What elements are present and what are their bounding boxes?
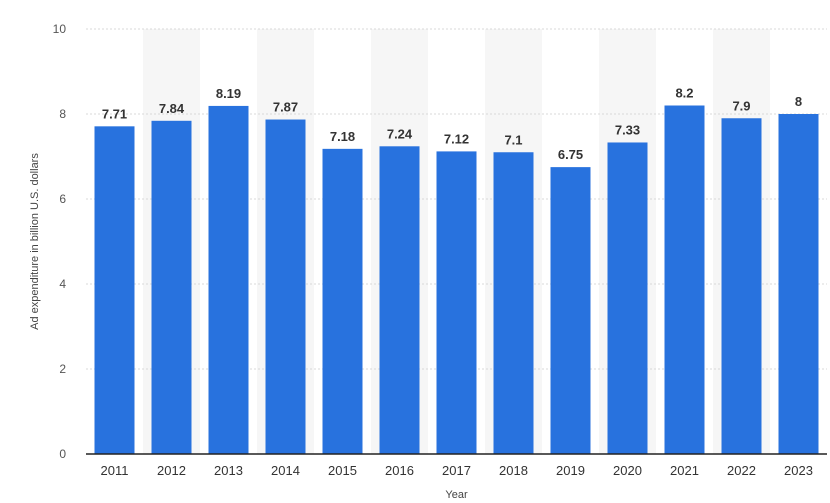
x-tick-label: 2020 — [613, 463, 642, 478]
x-axis-ticks: 2011 2012 2013 2014 2015 2016 2017 2018 2019 2020… — [101, 463, 813, 478]
x-axis-title: Year — [445, 489, 468, 501]
y-tick-label: 6 — [59, 192, 66, 206]
y-tick-label: 4 — [59, 277, 66, 291]
x-tick-label: 2011 — [101, 463, 129, 478]
bar-value-label: 7.1 — [504, 132, 522, 147]
bar-value-label: 7.18 — [330, 129, 355, 144]
y-axis-title: Ad expenditure in billion U.S. dollars — [29, 153, 41, 330]
bar[interactable] — [607, 142, 648, 454]
x-tick-label: 2016 — [385, 463, 414, 478]
x-tick-label: 2023 — [784, 463, 813, 478]
bar[interactable] — [778, 114, 819, 454]
x-tick-label: 2013 — [214, 463, 243, 478]
bar-value-label: 6.75 — [558, 147, 583, 162]
y-tick-label: 8 — [59, 107, 66, 121]
x-tick-label: 2014 — [271, 463, 300, 478]
bar[interactable] — [94, 126, 135, 454]
bar[interactable] — [436, 151, 477, 454]
bar-value-label: 7.71 — [102, 106, 127, 121]
bar[interactable] — [664, 105, 705, 455]
bar-value-label: 7.12 — [444, 131, 469, 146]
y-axis-ticks: 0 2 4 6 8 10 — [53, 22, 67, 461]
bar-value-label: 8 — [795, 94, 802, 109]
x-tick-label: 2015 — [328, 463, 357, 478]
bar[interactable] — [379, 146, 420, 455]
y-tick-label: 10 — [53, 22, 67, 36]
bar-value-label: 7.33 — [615, 122, 640, 137]
bar[interactable] — [721, 118, 762, 454]
bar-value-label: 7.9 — [732, 98, 750, 113]
bar[interactable] — [265, 119, 306, 455]
x-tick-label: 2021 — [670, 463, 699, 478]
bar[interactable] — [550, 167, 591, 454]
bar-value-label: 8.2 — [675, 86, 693, 101]
bar-value-label: 7.84 — [159, 101, 185, 116]
x-tick-label: 2012 — [157, 463, 186, 478]
bar-value-label: 8.19 — [216, 86, 241, 101]
x-tick-label: 2018 — [499, 463, 528, 478]
x-tick-label: 2022 — [727, 463, 756, 478]
bars — [94, 105, 819, 455]
bar[interactable] — [208, 105, 249, 455]
bar-value-label: 7.87 — [273, 100, 298, 115]
data-labels: 7.71 7.84 8.19 7.87 7.18 7.24 7.12 7.1 6.75 7.33 8… — [102, 86, 802, 163]
y-tick-label: 2 — [59, 362, 66, 376]
x-tick-label: 2017 — [442, 463, 471, 478]
y-tick-label: 0 — [59, 447, 66, 461]
x-tick-label: 2019 — [556, 463, 585, 478]
bar-value-label: 7.24 — [387, 126, 413, 141]
bar[interactable] — [151, 120, 192, 455]
bar[interactable] — [493, 152, 534, 454]
bar[interactable] — [322, 148, 363, 454]
